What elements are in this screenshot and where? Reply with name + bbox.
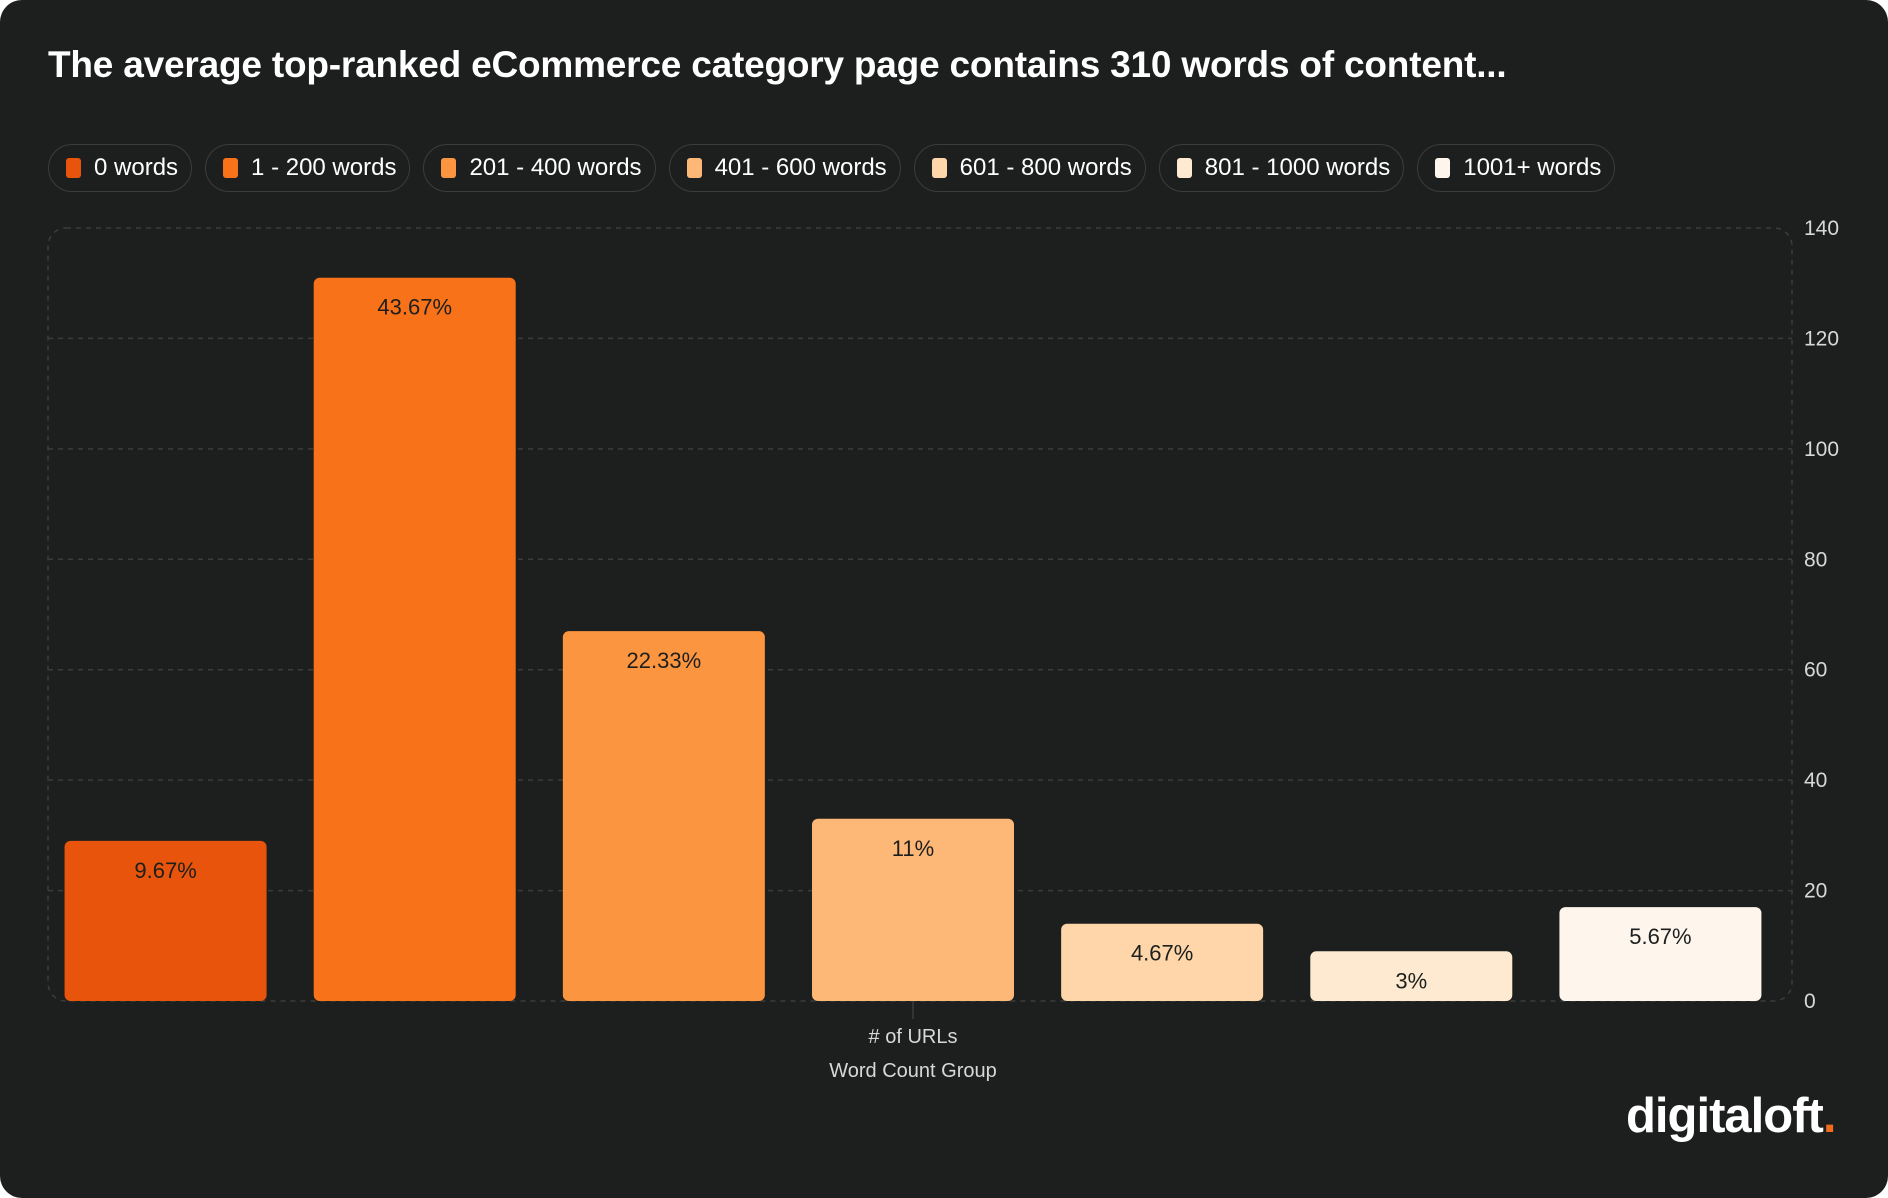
bar-value-label: 9.67% (134, 858, 196, 883)
legend-swatch (223, 158, 239, 178)
legend-item[interactable]: 1001+ words (1417, 144, 1616, 192)
legend-item[interactable]: 801 - 1000 words (1158, 144, 1405, 192)
legend-item[interactable]: 401 - 600 words (668, 144, 901, 192)
brand-logo-dot: . (1822, 1089, 1837, 1143)
bar (1559, 907, 1762, 1001)
legend-label: 801 - 1000 words (1204, 154, 1391, 181)
y-tick-label: 20 (1804, 880, 1827, 903)
brand-logo: digitaloft. (1626, 1088, 1837, 1144)
legend-label: 201 - 400 words (469, 154, 642, 181)
y-tick-label: 0 (1804, 990, 1816, 1013)
legend-item[interactable]: 601 - 800 words (913, 144, 1146, 192)
y-tick-label: 100 (1804, 438, 1839, 461)
bar-value-label: 11% (892, 836, 934, 861)
legend-swatch (931, 158, 947, 178)
legend-swatch (66, 158, 81, 178)
plot-frame (47, 227, 1793, 1002)
legend-item[interactable]: 201 - 400 words (423, 144, 656, 192)
legend-item[interactable]: 0 words (48, 144, 193, 192)
legend-label: 1 - 200 words (251, 154, 397, 181)
bar-value-label: 5.67% (1629, 924, 1691, 949)
bar-value-label: 22.33% (627, 648, 702, 673)
y-tick-label: 80 (1804, 548, 1827, 571)
bar-value-label: 3% (1395, 968, 1427, 993)
legend-item[interactable]: 1 - 200 words (205, 144, 411, 192)
chart-title: The average top-ranked eCommerce categor… (48, 44, 1507, 85)
bar (1061, 923, 1264, 1001)
bar (1310, 951, 1513, 1001)
legend-swatch (1435, 158, 1451, 178)
legend-label: 0 words (94, 154, 179, 181)
legend-swatch (686, 158, 702, 178)
legend-swatch (1176, 158, 1192, 178)
legend-swatch (441, 158, 457, 178)
bar-value-label: 4.67% (1131, 941, 1193, 966)
y-tick-label: 40 (1804, 769, 1827, 792)
y-tick-label: 140 (1804, 217, 1839, 240)
legend-label: 601 - 800 words (959, 154, 1132, 181)
bar (812, 818, 1014, 1001)
legend-label: 401 - 600 words (714, 154, 887, 181)
chart-legend: 0 words 1 - 200 words 201 - 400 words 401 -… (48, 144, 1616, 192)
bar (313, 277, 516, 1001)
y-tick-label: 120 (1804, 327, 1839, 350)
legend-label: 1001+ words (1463, 154, 1602, 181)
bar (562, 631, 765, 1001)
bar (64, 840, 267, 1001)
bar-value-label: 43.67% (377, 295, 452, 320)
y-tick-label: 60 (1804, 659, 1827, 682)
x-axis-label: # of URLs (869, 1026, 958, 1048)
x-axis-group-label: Word Count Group (829, 1060, 997, 1082)
brand-logo-text: digitaloft (1626, 1089, 1824, 1143)
